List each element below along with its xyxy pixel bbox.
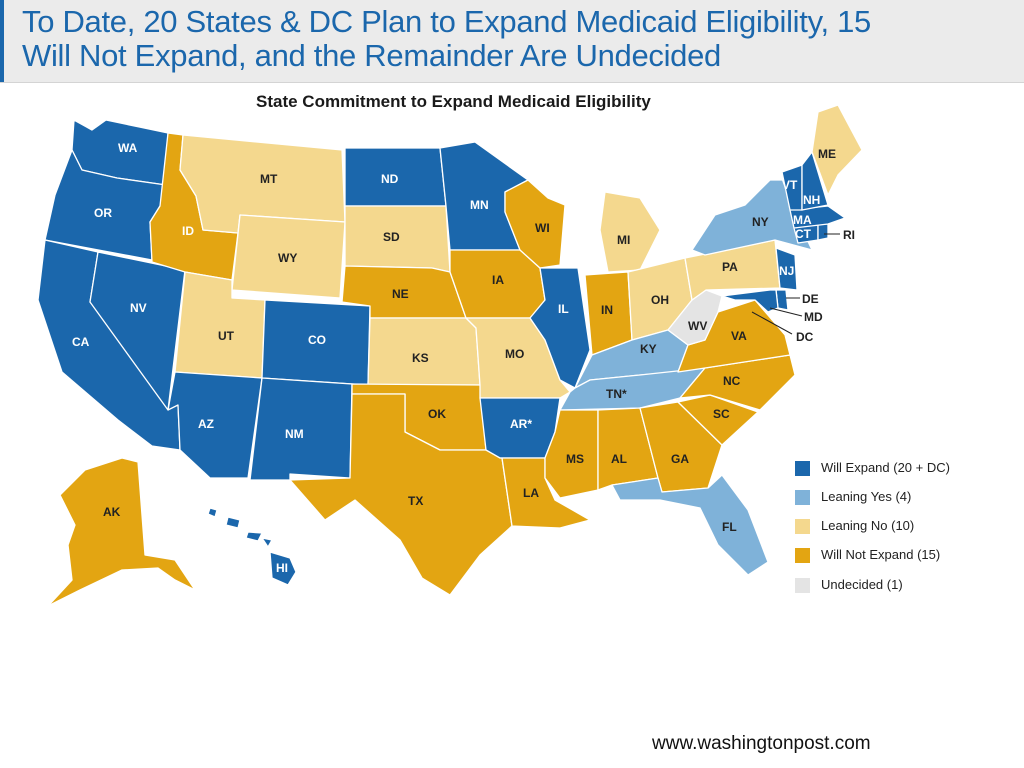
state-TX[interactable] (289, 393, 513, 596)
state-shapes (37, 104, 863, 607)
source-link[interactable]: www.washingtonpost.com (652, 733, 871, 754)
state-HI-island-2[interactable] (225, 516, 241, 529)
label-TX: TX (408, 494, 423, 508)
state-HI-island-1[interactable] (207, 507, 218, 518)
label-NY: NY (752, 215, 769, 229)
label-AL: AL (611, 452, 627, 466)
leader-MD (769, 307, 803, 317)
label-GA: GA (671, 452, 689, 466)
label-AZ: AZ (198, 417, 214, 431)
label-MI: MI (617, 233, 630, 247)
label-DE: DE (802, 292, 819, 306)
legend-swatch-will-expand (795, 461, 810, 476)
state-WV[interactable] (667, 289, 723, 346)
label-FL: FL (722, 520, 737, 534)
label-DC: DC (796, 330, 814, 344)
label-NJ: NJ (779, 264, 794, 278)
label-SD: SD (383, 230, 400, 244)
label-KY: KY (640, 342, 657, 356)
legend-label-will-not-expand: Will Not Expand (15) (821, 547, 941, 562)
label-IA: IA (492, 273, 504, 287)
legend-label-leaning-no: Leaning No (10) (821, 518, 915, 533)
label-WY: WY (278, 251, 297, 265)
label-IN: IN (601, 303, 613, 317)
label-WI: WI (535, 221, 550, 235)
label-WV: WV (688, 319, 707, 333)
label-AR: AR* (510, 417, 532, 431)
label-SC: SC (713, 407, 730, 421)
label-CO: CO (308, 333, 326, 347)
legend-label-will-expand: Will Expand (20 + DC) (821, 460, 950, 475)
label-MN: MN (470, 198, 489, 212)
label-NV: NV (130, 301, 147, 315)
state-RI[interactable] (817, 223, 829, 241)
state-AZ[interactable] (167, 371, 263, 479)
label-ND: ND (381, 172, 399, 186)
label-HI: HI (276, 561, 288, 575)
label-CA: CA (72, 335, 90, 349)
label-OR: OR (94, 206, 112, 220)
label-CT: CT (795, 227, 812, 241)
label-UT: UT (218, 329, 235, 343)
state-WY[interactable] (231, 214, 346, 299)
label-NE: NE (392, 287, 409, 301)
legend-swatch-leaning-no (795, 519, 810, 534)
title-accent-bar (0, 0, 4, 82)
leader-DC (751, 311, 793, 335)
state-HI-island-3[interactable] (245, 531, 263, 542)
state-NJ[interactable] (775, 247, 798, 291)
label-MO: MO (505, 347, 524, 361)
label-OK: OK (428, 407, 446, 421)
state-MD[interactable] (721, 289, 779, 313)
legend-swatch-leaning-yes (795, 490, 810, 505)
label-OH: OH (651, 293, 669, 307)
label-MT: MT (260, 172, 278, 186)
map-title: State Commitment to Expand Medicaid Elig… (256, 92, 651, 111)
label-NH: NH (803, 193, 820, 207)
legend-label-undecided: Undecided (1) (821, 577, 903, 592)
state-AK[interactable] (47, 457, 196, 607)
state-HI-island-4[interactable] (261, 537, 273, 548)
label-MS: MS (566, 452, 584, 466)
state-MI[interactable] (599, 191, 661, 273)
label-ID: ID (182, 224, 194, 238)
state-IL[interactable] (529, 267, 591, 389)
slide-title-line-1: To Date, 20 States & DC Plan to Expand M… (22, 4, 871, 39)
label-WA: WA (118, 141, 138, 155)
label-MD: MD (804, 310, 823, 324)
slide-title-line-2: Will Not Expand, and the Remainder Are U… (22, 38, 721, 73)
state-SC[interactable] (677, 394, 759, 446)
label-LA: LA (523, 486, 539, 500)
label-ME: ME (818, 147, 836, 161)
label-TN: TN* (606, 387, 627, 401)
label-PA: PA (722, 260, 738, 274)
label-NM: NM (285, 427, 304, 441)
state-HI[interactable] (269, 551, 297, 586)
legend-label-leaning-yes: Leaning Yes (4) (821, 489, 912, 504)
label-AK: AK (103, 505, 121, 519)
state-WI[interactable] (504, 179, 566, 269)
state-NH[interactable] (801, 151, 829, 211)
state-labels: WA OR CA NV ID MT WY UT AZ CO NM ND SD N… (72, 141, 855, 575)
label-IL: IL (558, 302, 569, 316)
label-NC: NC (723, 374, 741, 388)
legend-swatch-will-not-expand (795, 548, 810, 563)
label-VT: VT (782, 178, 798, 192)
label-MA: MA (793, 213, 812, 227)
label-KS: KS (412, 351, 429, 365)
legend-swatch-undecided (795, 578, 810, 593)
state-FL[interactable] (611, 474, 769, 576)
state-ME[interactable] (811, 104, 863, 196)
label-RI: RI (843, 228, 855, 242)
title-bar: To Date, 20 States & DC Plan to Expand M… (0, 0, 1024, 83)
label-VA: VA (731, 329, 747, 343)
